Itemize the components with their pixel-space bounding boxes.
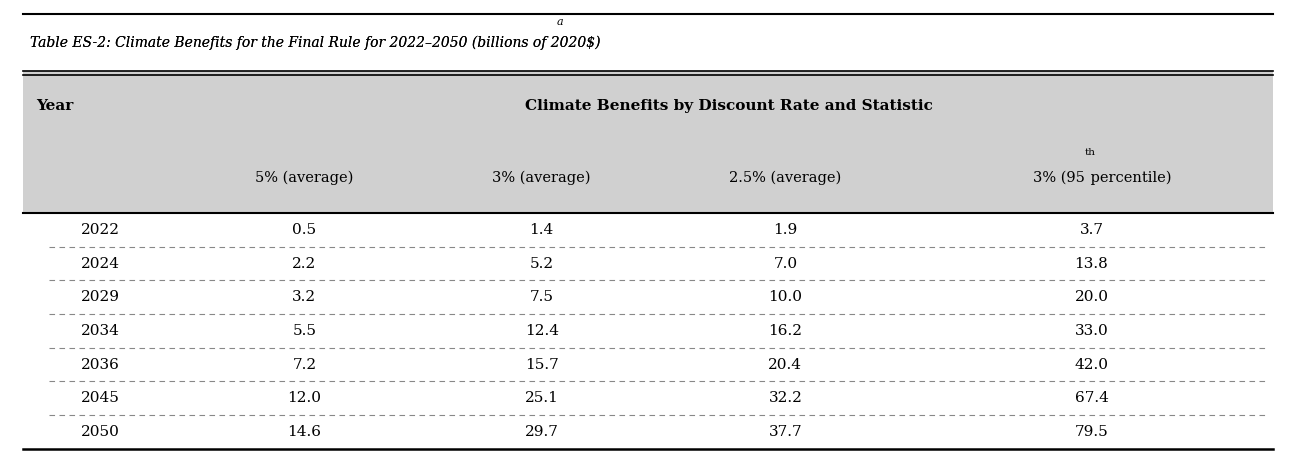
Text: 0.5: 0.5 (292, 223, 317, 237)
Text: 16.2: 16.2 (769, 324, 802, 338)
Text: 7.2: 7.2 (292, 358, 317, 371)
Text: 15.7: 15.7 (525, 358, 558, 371)
Text: 5.2: 5.2 (530, 256, 554, 271)
Bar (23, 71, 1273, 142)
Text: 29.7: 29.7 (525, 425, 558, 439)
Text: 20.4: 20.4 (769, 358, 802, 371)
Bar (23, 348, 1273, 382)
Text: 67.4: 67.4 (1075, 391, 1109, 405)
Text: 25.1: 25.1 (525, 391, 558, 405)
Text: 2022: 2022 (81, 223, 120, 237)
Text: Climate Benefits by Discount Rate and Statistic: Climate Benefits by Discount Rate and St… (526, 99, 933, 114)
Text: 1.4: 1.4 (530, 223, 554, 237)
Text: 7.0: 7.0 (774, 256, 797, 271)
Text: Table ES-2: Climate Benefits for the Final Rule for 2022–2050 (billions of 2020$: Table ES-2: Climate Benefits for the Fin… (30, 35, 601, 49)
Text: 2.2: 2.2 (292, 256, 317, 271)
Text: Year: Year (36, 99, 74, 114)
Text: 1.9: 1.9 (773, 223, 797, 237)
Bar (23, 415, 1273, 449)
Text: 14.6: 14.6 (287, 425, 322, 439)
Text: 32.2: 32.2 (769, 391, 802, 405)
Text: 12.0: 12.0 (287, 391, 322, 405)
Text: 13.8: 13.8 (1075, 256, 1109, 271)
Bar (23, 314, 1273, 348)
Text: 7.5: 7.5 (530, 290, 554, 304)
Text: 5% (average): 5% (average) (256, 170, 354, 185)
Text: 3% (average): 3% (average) (492, 170, 590, 185)
Text: 2034: 2034 (81, 324, 120, 338)
Text: Table ES-2: Climate Benefits for the Final Rule for 2022–2050 (billions of 2020$: Table ES-2: Climate Benefits for the Fin… (30, 35, 601, 49)
Text: 42.0: 42.0 (1075, 358, 1109, 371)
Text: 3.2: 3.2 (292, 290, 317, 304)
Text: 3.7: 3.7 (1079, 223, 1103, 237)
Text: 5.5: 5.5 (292, 324, 317, 338)
Text: 2036: 2036 (81, 358, 120, 371)
Text: 12.4: 12.4 (525, 324, 558, 338)
Bar (23, 247, 1273, 280)
Text: a: a (557, 17, 563, 27)
Text: percentile): percentile) (1087, 170, 1172, 185)
Text: 2.5% (average): 2.5% (average) (729, 170, 841, 185)
Text: 33.0: 33.0 (1075, 324, 1109, 338)
Bar (23, 14, 1273, 71)
Text: 79.5: 79.5 (1075, 425, 1109, 439)
Text: 3% (95: 3% (95 (1034, 170, 1085, 185)
Text: th: th (1085, 148, 1096, 157)
Text: 2029: 2029 (81, 290, 120, 304)
Bar (23, 142, 1273, 213)
Text: 2050: 2050 (81, 425, 120, 439)
Text: 2045: 2045 (81, 391, 120, 405)
Bar (23, 382, 1273, 415)
Text: 20.0: 20.0 (1075, 290, 1109, 304)
Bar (23, 213, 1273, 247)
Text: 10.0: 10.0 (769, 290, 802, 304)
Bar (23, 280, 1273, 314)
Text: 37.7: 37.7 (769, 425, 802, 439)
Text: 2024: 2024 (81, 256, 120, 271)
